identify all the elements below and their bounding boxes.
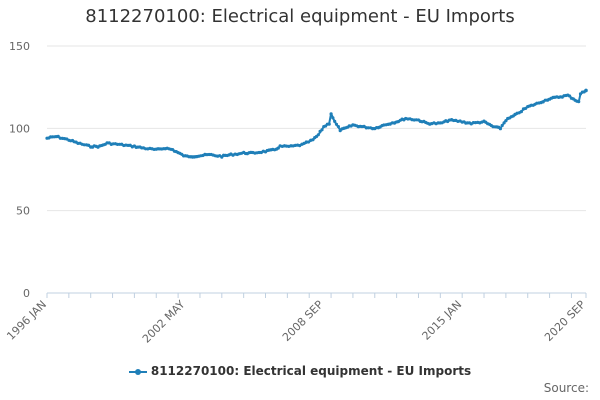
data-point [306, 140, 311, 144]
legend[interactable]: 8112270100: Electrical equipment - EU Im… [0, 364, 600, 378]
data-point [336, 125, 340, 129]
x-axis [46, 292, 587, 298]
y-tick-label: 50 [16, 205, 30, 218]
data-point [568, 94, 572, 98]
data-point [500, 123, 504, 128]
data-point [498, 127, 502, 131]
chart-title: 8112270100: Electrical equipment - EU Im… [85, 6, 515, 27]
y-tick-label: 100 [9, 122, 30, 135]
data-point [87, 143, 91, 147]
source-label: Source: [543, 381, 589, 395]
y-tick-label: 150 [9, 40, 30, 53]
data-point [327, 122, 331, 126]
x-tick-label: 2020 SEP [542, 298, 588, 344]
x-tick-label: 2002 MAY [140, 298, 188, 346]
legend-label: 8112270100: Electrical equipment - EU Im… [150, 364, 472, 378]
data-point [82, 143, 86, 147]
x-tick-label: 2015 JAN [420, 298, 465, 343]
legend-line-icon [128, 367, 147, 377]
data-point [329, 112, 333, 116]
data-point [320, 128, 324, 132]
data-point [331, 116, 335, 120]
y-tick-label: 0 [23, 287, 30, 300]
x-tick-label: 2008 SEP [280, 298, 326, 344]
data-point [334, 122, 339, 126]
data-point [502, 121, 506, 125]
x-tick-label: 1996 JAN [4, 298, 49, 343]
data-point [584, 88, 588, 93]
data-point [257, 150, 261, 155]
data-point [304, 140, 308, 144]
x-axis-labels: 1996 JAN 2002 MAY 2008 SEP 2015 JAN 2020 SEP [4, 298, 588, 346]
data-point [276, 146, 280, 150]
data-point [543, 98, 547, 102]
data-point [519, 110, 524, 114]
y-axis: 0 50 100 150 [9, 40, 30, 300]
data-point [56, 134, 60, 138]
data-point [311, 138, 315, 142]
data-point [333, 119, 337, 123]
data-point [577, 100, 581, 104]
data-point [524, 106, 528, 110]
data-point [504, 119, 508, 123]
data-point [316, 133, 320, 137]
series-layer [45, 88, 588, 159]
grid-lines [47, 45, 586, 212]
